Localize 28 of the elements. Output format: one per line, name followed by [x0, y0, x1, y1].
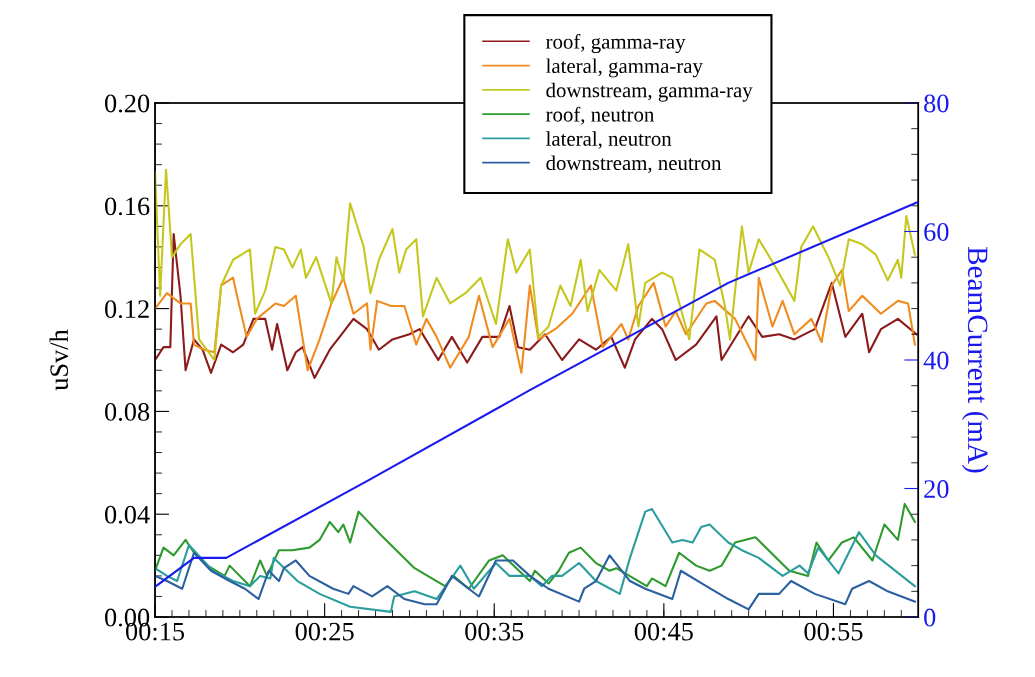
- line-series: [155, 502, 916, 590]
- legend-label: roof, neutron: [546, 106, 655, 125]
- x-tick-label: 00:45: [634, 622, 693, 641]
- line-series: [155, 551, 916, 611]
- legend-label: lateral, gamma-ray: [546, 58, 703, 78]
- y-tick-label: 0.20: [105, 94, 150, 113]
- line-series: [155, 508, 916, 613]
- legend-label: roof, gamma-ray: [546, 33, 686, 54]
- x-tick-label: 00:25: [295, 622, 354, 641]
- y2-tick-label: 0: [924, 608, 936, 627]
- y-tick-label: 0.16: [105, 197, 150, 216]
- y-tick-label: 0.08: [105, 403, 150, 421]
- y2-tick-label: 20: [924, 480, 949, 498]
- y2-axis-title: BeamCurrent (mA): [961, 247, 989, 473]
- y2-tick-label: 80: [924, 94, 949, 113]
- legend-label: lateral, neutron: [546, 131, 672, 149]
- line-series: [155, 200, 919, 588]
- line-series: [155, 269, 916, 374]
- line-series: [155, 233, 918, 380]
- y2-tick-label: 60: [924, 223, 949, 241]
- legend-label: downstream, neutron: [546, 155, 722, 174]
- y-tick-label: 0.04: [105, 505, 150, 524]
- y-axis-title: uSv/h: [49, 329, 69, 391]
- x-tick-label: 00:35: [465, 622, 524, 641]
- legend-label: downstream, gamma-ray: [546, 82, 753, 102]
- x-tick-label: 00:55: [804, 622, 863, 641]
- y2-tick-label: 40: [923, 351, 949, 370]
- y-tick-label: 0.12: [105, 300, 149, 319]
